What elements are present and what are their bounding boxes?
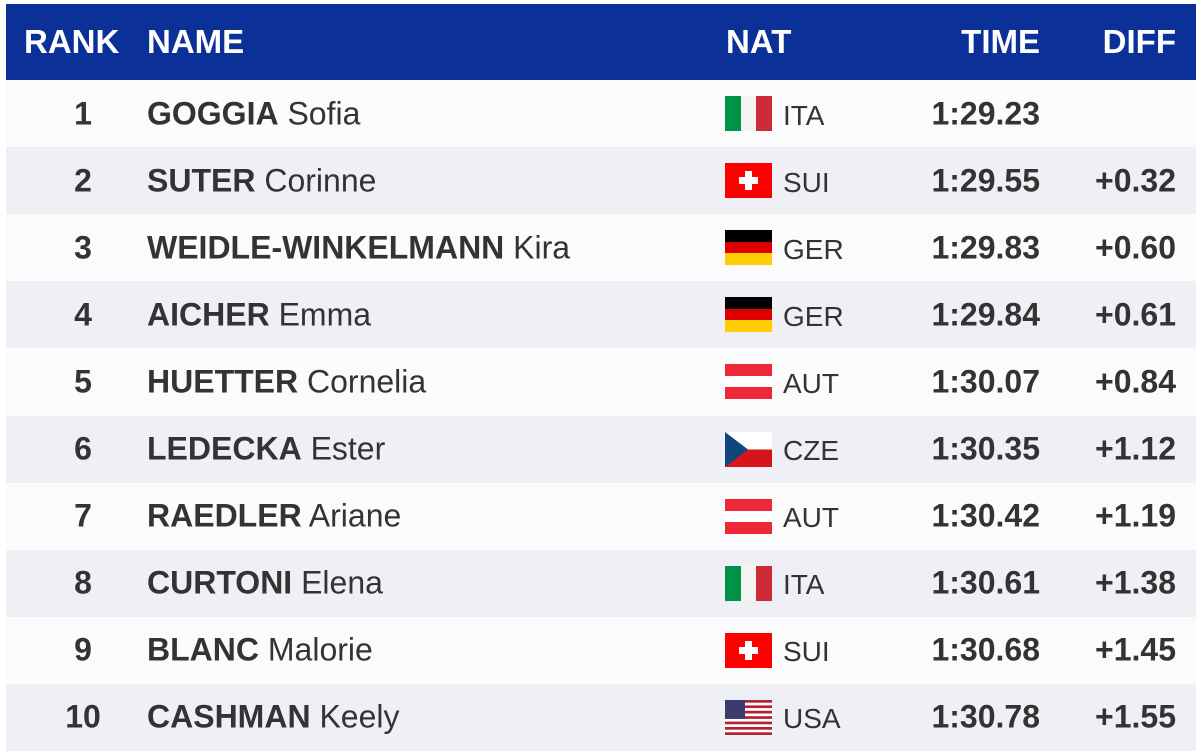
first-name: Cornelia [307, 363, 427, 400]
rank: 7 [74, 497, 92, 534]
time: 1:30.78 [931, 698, 1040, 735]
time: 1:29.84 [931, 296, 1040, 333]
surname: LEDECKA [147, 430, 302, 467]
result-row: 10 CASHMAN Keely USA 1:30.78 +1.55 [6, 683, 1196, 751]
rank: 5 [74, 363, 92, 400]
first-name: Ariane [308, 497, 402, 534]
time: 1:30.07 [931, 363, 1040, 400]
flag-icon [725, 431, 772, 467]
diff: +1.38 [1095, 564, 1176, 601]
results-table: RANK NAME NAT TIME DIFF 1 GOGGIA Sofia ITA… [6, 4, 1196, 751]
nation: AUT [783, 367, 839, 399]
flag-icon [725, 163, 772, 199]
time: 1:30.35 [931, 430, 1040, 467]
nation: AUT [783, 502, 839, 534]
nation: USA [783, 703, 841, 735]
flag-icon [725, 364, 772, 400]
header-diff: DIFF [1102, 23, 1176, 60]
rank: 9 [74, 631, 92, 668]
rank: 3 [74, 229, 92, 266]
flag-icon [725, 565, 772, 601]
athlete-name: GOGGIA Sofia [147, 95, 360, 132]
diff: +0.84 [1095, 363, 1176, 400]
time: 1:30.61 [931, 564, 1040, 601]
time: 1:29.83 [931, 229, 1040, 266]
header-nat: NAT [726, 23, 792, 60]
athlete-name: AICHER Emma [147, 296, 371, 333]
surname: SUTER [147, 162, 256, 199]
flag-icon [725, 230, 772, 266]
athlete-name: SUTER Corinne [147, 162, 376, 199]
rank: 4 [74, 296, 92, 333]
result-row: 1 GOGGIA Sofia ITA 1:29.23 [6, 80, 1196, 147]
rank: 2 [74, 162, 92, 199]
rank: 1 [74, 95, 92, 131]
nation: GER [783, 300, 844, 332]
rank: 8 [74, 564, 92, 601]
diff: +0.61 [1095, 296, 1176, 333]
first-name: Keely [319, 698, 400, 735]
surname: WEIDLE-WINKELMANN [147, 229, 505, 266]
result-row: 5 HUETTER Cornelia AUT 1:30.07 +0.84 [6, 348, 1196, 416]
header-time: TIME [961, 23, 1040, 60]
athlete-name: RAEDLER Ariane [147, 498, 401, 535]
first-name: Sofia [287, 95, 361, 131]
time: 1:29.23 [931, 95, 1040, 131]
result-row: 3 WEIDLE-WINKELMANN Kira GER 1:29.83 +0.60 [6, 214, 1196, 282]
diff: +0.32 [1095, 162, 1176, 199]
surname: CURTONI [147, 564, 293, 601]
surname: BLANC [147, 631, 259, 668]
flag-icon [725, 297, 772, 333]
first-name: Corinne [264, 162, 377, 199]
result-row: 9 BLANC Malorie SUI 1:30.68 +1.45 [6, 616, 1196, 684]
surname: RAEDLER [147, 497, 302, 534]
surname: CASHMAN [147, 698, 311, 735]
diff: +1.45 [1095, 631, 1176, 668]
time: 1:29.55 [931, 162, 1040, 199]
diff: +1.19 [1095, 497, 1176, 534]
nation: ITA [783, 99, 825, 131]
header-rank: RANK [24, 23, 120, 60]
flag-icon [725, 96, 772, 131]
diff: +1.55 [1095, 698, 1176, 735]
diff: +1.12 [1095, 430, 1176, 467]
surname: HUETTER [147, 363, 299, 400]
table-header: RANK NAME NAT TIME DIFF [6, 4, 1196, 80]
result-row: 7 RAEDLER Ariane AUT 1:30.42 +1.19 [6, 482, 1196, 550]
first-name: Elena [301, 564, 383, 601]
athlete-name: BLANC Malorie [147, 632, 373, 669]
athlete-name: CURTONI Elena [147, 565, 383, 602]
nation: SUI [783, 636, 830, 668]
flag-icon [725, 498, 772, 534]
rank: 10 [65, 698, 101, 735]
time: 1:30.42 [931, 497, 1040, 534]
athlete-name: LEDECKA Ester [147, 431, 385, 468]
first-name: Emma [278, 296, 372, 333]
surname: GOGGIA [147, 95, 279, 131]
result-row: 2 SUTER Corinne SUI 1:29.55 +0.32 [6, 147, 1196, 215]
athlete-name: CASHMAN Keely [147, 699, 399, 736]
nation: CZE [783, 435, 839, 466]
first-name: Ester [310, 430, 386, 467]
surname: AICHER [147, 296, 270, 333]
first-name: Kira [513, 229, 571, 266]
nation: SUI [783, 166, 830, 198]
time: 1:30.68 [931, 631, 1040, 668]
athlete-name: HUETTER Cornelia [147, 363, 426, 400]
result-row: 4 AICHER Emma GER 1:29.84 +0.61 [6, 281, 1196, 349]
rank: 6 [74, 430, 92, 467]
header-name: NAME [147, 23, 245, 60]
nation: ITA [783, 569, 825, 601]
first-name: Malorie [267, 631, 373, 668]
flag-icon [725, 699, 772, 735]
nation: GER [783, 233, 844, 265]
athlete-name: WEIDLE-WINKELMANN Kira [147, 229, 570, 266]
result-row: 6 LEDECKA Ester CZE 1:30.35 +1.12 [6, 415, 1196, 483]
result-row: 8 CURTONI Elena ITA 1:30.61 +1.38 [6, 549, 1196, 617]
flag-icon [725, 632, 772, 668]
diff: +0.60 [1095, 229, 1176, 266]
